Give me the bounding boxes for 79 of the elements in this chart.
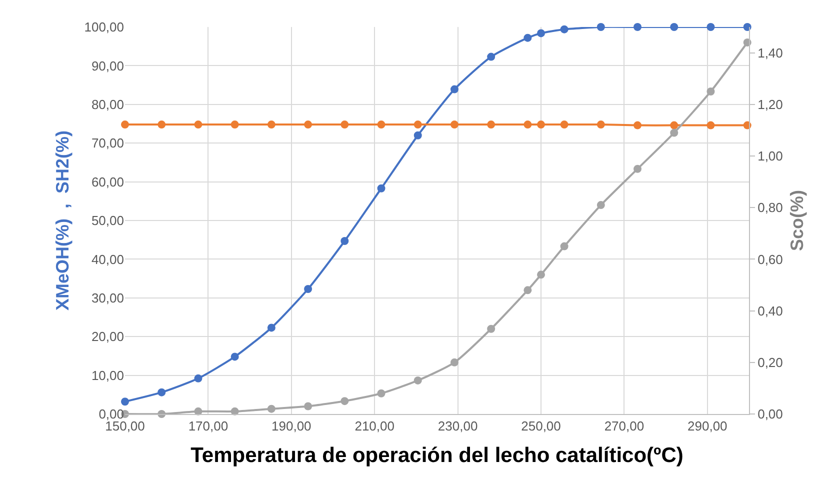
point: [377, 389, 386, 398]
point: [670, 128, 678, 137]
point: [634, 121, 642, 130]
point: [450, 120, 458, 129]
point: [537, 270, 545, 279]
point: [377, 120, 386, 129]
x-tick-label: 170,00: [188, 418, 228, 434]
point: [414, 376, 422, 384]
point: [743, 23, 752, 31]
point: [450, 358, 458, 366]
x-tick-label: 290,00: [688, 418, 728, 434]
point: [537, 29, 545, 38]
point: [706, 23, 715, 31]
y-tick-label: 100,00: [84, 20, 124, 35]
point: [634, 164, 642, 173]
y-tick-label: 70,00: [91, 136, 124, 151]
point: [670, 121, 678, 130]
y-tick-label: 30,00: [91, 290, 124, 306]
y2-tick-label: 0,60: [758, 252, 783, 267]
x-tick-label: 210,00: [354, 418, 394, 434]
point: [340, 237, 349, 246]
x-tick-label: 190,00: [272, 418, 312, 434]
y2-tick-label: 0,00: [758, 406, 783, 422]
point: [596, 201, 605, 210]
point: [634, 23, 642, 31]
y2-tick-label: 0,40: [758, 303, 783, 318]
point: [267, 324, 276, 332]
point: [340, 397, 349, 406]
point: [560, 120, 568, 129]
point: [340, 120, 349, 129]
y-tick-label: 80,00: [91, 96, 124, 112]
point: [537, 120, 545, 129]
point: [158, 120, 166, 129]
point: [304, 402, 312, 410]
y-tick-label: 20,00: [91, 329, 124, 344]
point: [377, 184, 386, 192]
point: [158, 388, 166, 396]
x-tick-label: 270,00: [604, 418, 644, 434]
point: [121, 398, 129, 406]
point: [487, 324, 496, 333]
point: [267, 404, 276, 413]
y2-tick-label: 1,40: [758, 45, 783, 60]
point: [706, 88, 715, 96]
point: [524, 120, 532, 129]
y2-axis-title: Sco(%): [787, 190, 808, 252]
point: [194, 374, 202, 382]
point: [121, 120, 129, 129]
point: [304, 285, 312, 293]
point: [304, 120, 312, 129]
point: [267, 120, 276, 129]
point: [670, 23, 678, 31]
point: [230, 352, 239, 361]
point: [450, 85, 458, 94]
y2-tick-label: 1,00: [758, 148, 783, 164]
point: [596, 120, 605, 129]
point: [560, 242, 568, 250]
y2-tick-label: 0,20: [758, 354, 783, 370]
point: [524, 34, 532, 42]
y-tick-label: 50,00: [91, 213, 124, 228]
point: [194, 120, 202, 129]
point: [596, 23, 605, 31]
y-axis-title: XMeOH(%) , SH2(%): [52, 130, 72, 311]
x-axis-title: Temperatura de operación del lecho catalítico(ºC): [190, 444, 684, 467]
x-tick-label: 250,00: [521, 418, 561, 434]
point: [230, 120, 239, 129]
x-tick-label: 230,00: [438, 418, 478, 434]
point: [414, 131, 422, 140]
point: [487, 52, 496, 61]
point: [487, 120, 496, 129]
y-tick-label: 90,00: [91, 58, 124, 74]
point: [560, 25, 568, 34]
y2-tick-label: 0,80: [758, 200, 783, 216]
y-tick-label: 10,00: [91, 368, 124, 383]
y-tick-label: 60,00: [91, 174, 124, 190]
point: [414, 120, 422, 129]
y-tick-label: 40,00: [91, 252, 124, 267]
y2-tick-label: 1,20: [758, 96, 783, 112]
point: [524, 286, 532, 294]
point: [706, 121, 715, 130]
